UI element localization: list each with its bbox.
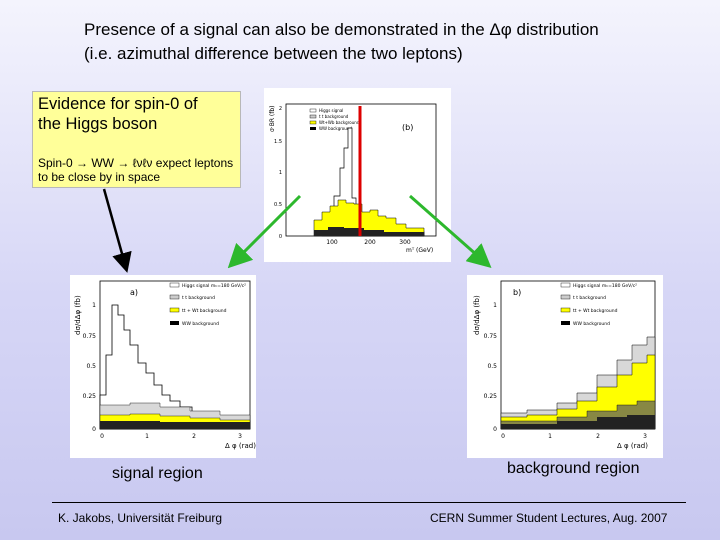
left-plot-xlabel: Δ φ (rad) xyxy=(225,442,256,450)
slide-title: Presence of a signal can also be demonst… xyxy=(84,18,704,66)
left-ytick-0p25: 0.25 xyxy=(83,393,97,400)
top-ytick-1: 1 xyxy=(279,170,282,176)
right-legend-0: Higgs signal mₕ=180 GeV/c² xyxy=(573,283,637,289)
spin-callout-box: Evidence for spin-0 of the Higgs boson S… xyxy=(32,91,241,188)
right-xtick-3: 3 xyxy=(643,433,647,440)
top-legend-2: Wt+Wb background xyxy=(319,120,360,125)
left-legend-3: WW background xyxy=(182,321,219,327)
left-plot-legend: Higgs signal mₕ=180 GeV/c² t t backgroun… xyxy=(169,282,246,327)
right-plot-ylabel: dσ/dΔφ (fb) xyxy=(473,295,481,335)
top-plot-legend: Higgs signal t t background Wt+Wb backgr… xyxy=(309,108,360,131)
left-xtick-0: 0 xyxy=(100,433,104,440)
right-ytick-0p75: 0.75 xyxy=(484,333,498,340)
top-xtick-300: 300 xyxy=(399,239,411,246)
green-arrow-right xyxy=(409,194,492,268)
top-plot-xlabel: mᵀ (GeV) xyxy=(406,247,433,254)
footer-right: CERN Summer Student Lectures, Aug. 2007 xyxy=(430,511,668,525)
right-background-ww xyxy=(501,415,655,429)
right-plot-panel: b) xyxy=(513,288,521,297)
signal-region-plot: dσ/dΔφ (fb) 1 0.75 0.5 0.25 0 0 1 2 3 Δ … xyxy=(70,275,256,458)
left-ytick-0p75: 0.75 xyxy=(83,333,97,340)
callout-heading-line-1: Evidence for spin-0 of xyxy=(38,95,198,113)
left-legend-2: tt + Wt background xyxy=(182,308,227,314)
right-background-yellow xyxy=(500,354,656,430)
right-ytick-1: 1 xyxy=(493,302,497,309)
right-legend-3: WW background xyxy=(573,321,610,327)
right-ytick-0p25: 0.25 xyxy=(484,393,498,400)
right-legend-1: t t background xyxy=(573,295,606,301)
left-xtick-2: 2 xyxy=(192,433,196,440)
left-legend-1: t t background xyxy=(182,295,215,301)
top-legend-1: t t background xyxy=(319,114,349,119)
background-region-plot: dσ/dΔφ (fb) 1 0.75 0.5 0.25 0 0 1 2 3 Δ … xyxy=(467,275,663,458)
green-arrow-left xyxy=(227,194,302,269)
top-ytick-0: 0 xyxy=(279,234,282,240)
left-plot-panel: a) xyxy=(130,288,138,297)
top-ytick-0p5: 0.5 xyxy=(274,202,282,208)
top-ytick-1p5: 1.5 xyxy=(274,139,282,145)
top-xtick-100: 100 xyxy=(326,239,338,246)
callout-heading-line-2: the Higgs boson xyxy=(38,115,158,133)
top-legend-0: Higgs signal xyxy=(319,108,343,113)
right-ytick-0p5: 0.5 xyxy=(487,363,497,370)
right-xtick-0: 0 xyxy=(501,433,505,440)
callout-body-line-1: Spin-0 → WW → ℓνℓν expect leptons xyxy=(38,156,234,170)
right-plot-xlabel: Δ φ (rad) xyxy=(617,442,648,450)
footer-divider xyxy=(52,502,686,503)
left-legend-0: Higgs signal mₕ=180 GeV/c² xyxy=(182,283,246,289)
top-legend-3: WW background xyxy=(319,126,352,131)
right-legend-2: tt + Wt background xyxy=(573,308,618,314)
transverse-mass-plot: 2 1.5 1 0.5 0 σ·BR (fb) 100 200 300 mᵀ (… xyxy=(264,88,451,262)
callout-body: Spin-0 → WW → ℓνℓν expect leptons to be … xyxy=(38,156,233,184)
right-ytick-0: 0 xyxy=(493,426,497,433)
title-line-2: (i.e. azimuthal difference between the t… xyxy=(84,44,463,63)
top-xtick-200: 200 xyxy=(364,239,376,246)
background-region-label: background region xyxy=(507,460,640,477)
right-plot-legend: Higgs signal mₕ=180 GeV/c² t t backgroun… xyxy=(560,282,637,327)
left-xtick-1: 1 xyxy=(145,433,149,440)
left-ytick-1: 1 xyxy=(92,302,96,309)
left-plot-ylabel: dσ/dΔφ (fb) xyxy=(74,295,82,335)
top-background-ww xyxy=(314,227,424,236)
left-ytick-0: 0 xyxy=(92,426,96,433)
black-arrow xyxy=(102,188,132,273)
left-background-ww xyxy=(100,421,250,429)
callout-heading: Evidence for spin-0 of the Higgs boson xyxy=(38,94,198,134)
footer-left: K. Jakobs, Universität Freiburg xyxy=(58,511,223,525)
top-plot-panel: (b) xyxy=(402,123,413,132)
right-xtick-2: 2 xyxy=(596,433,600,440)
title-line-1: Presence of a signal can also be demonst… xyxy=(84,20,599,39)
signal-region-label: signal region xyxy=(112,465,203,482)
left-xtick-3: 3 xyxy=(238,433,242,440)
left-ytick-0p5: 0.5 xyxy=(86,363,96,370)
top-ytick-2: 2 xyxy=(279,106,282,112)
callout-body-line-2: to be close by in space xyxy=(38,170,161,184)
top-plot-ylabel: σ·BR (fb) xyxy=(269,105,276,132)
right-xtick-1: 1 xyxy=(548,433,552,440)
